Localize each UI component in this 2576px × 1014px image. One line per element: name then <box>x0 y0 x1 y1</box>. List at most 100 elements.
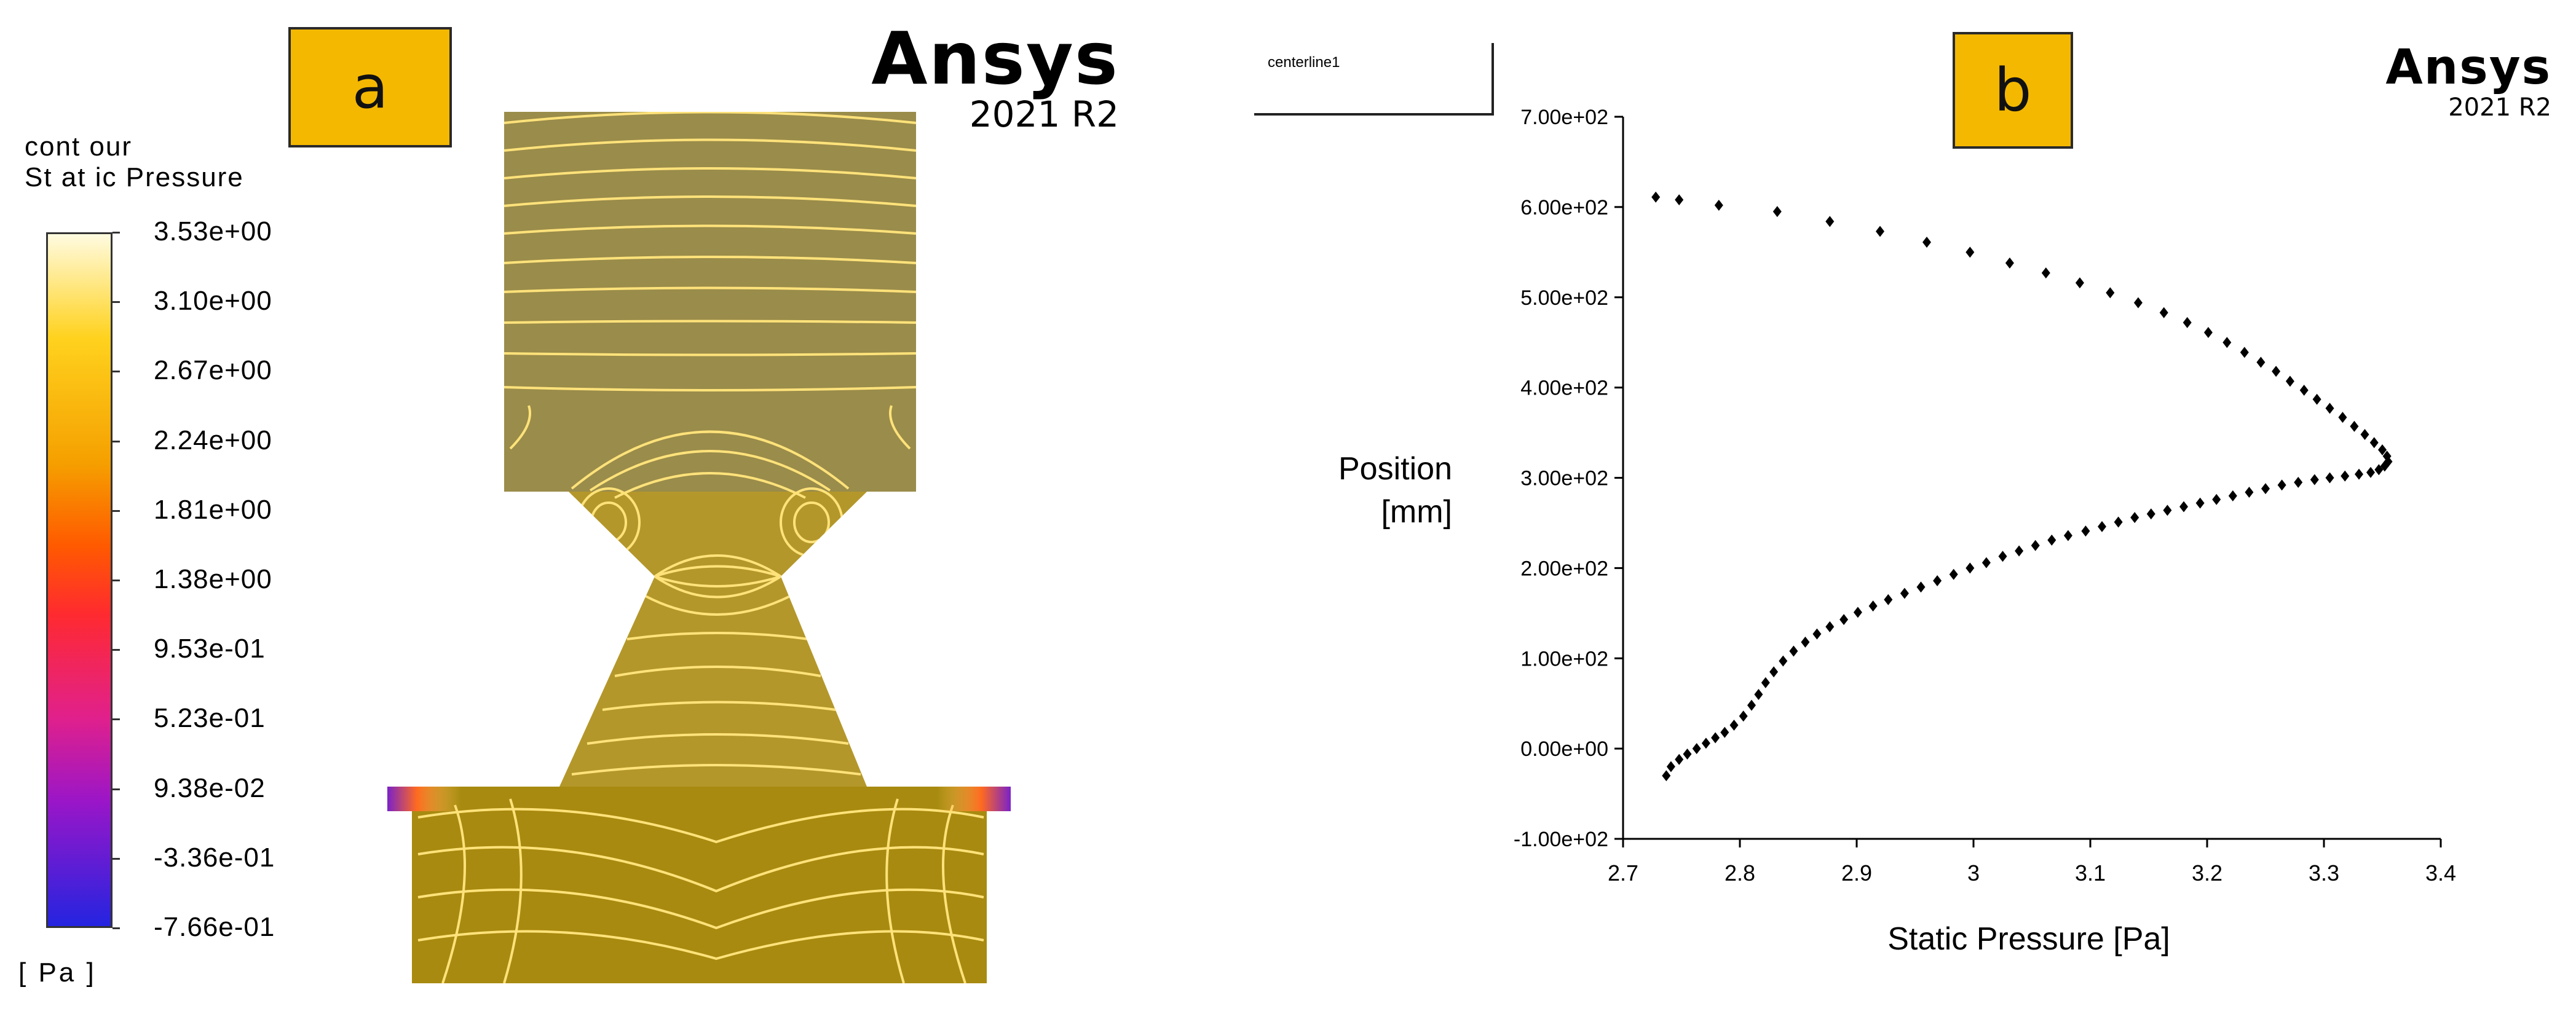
x-tick-label: 2.8 <box>1725 860 1755 886</box>
colorbar-tick-mark <box>113 440 120 442</box>
data-point <box>1729 719 1739 731</box>
data-point <box>1966 246 1975 258</box>
data-point <box>2015 545 2024 557</box>
data-point <box>1761 677 1770 688</box>
data-point <box>1933 575 1942 586</box>
data-point <box>2146 508 2155 520</box>
y-tick-label: 6.00e+02 <box>1520 196 1608 219</box>
panel-label-b: b <box>1953 32 2073 149</box>
data-point <box>2179 501 2188 513</box>
data-point <box>2325 472 2334 484</box>
data-point <box>1692 743 1701 755</box>
data-point <box>2325 403 2334 414</box>
brand-name-a: Ansys <box>871 16 1119 101</box>
data-point <box>2075 277 2084 289</box>
data-point <box>1711 732 1720 744</box>
panel-label-a: a <box>288 27 452 147</box>
data-point <box>2338 412 2347 423</box>
data-point <box>1839 614 1849 626</box>
colorbar-tick-mark <box>113 857 120 860</box>
x-tick-label: 3.4 <box>2425 860 2456 886</box>
data-point <box>2041 267 2050 279</box>
colorbar-tick-mark <box>113 788 120 790</box>
data-point <box>2098 521 2106 532</box>
data-point <box>2272 366 2281 377</box>
inlet-right-hotspot <box>937 787 1011 811</box>
data-point <box>2005 257 2014 269</box>
data-point <box>2256 356 2266 368</box>
y-axis-label-line2: [mm] <box>1381 494 1452 530</box>
colorbar-tick-label: 9.38e-02 <box>154 772 266 803</box>
data-point <box>1772 206 1782 218</box>
data-point <box>2294 476 2303 488</box>
inlet-left-hotspot <box>387 787 461 811</box>
data-point <box>1949 568 1958 580</box>
data-point <box>2203 327 2213 339</box>
y-tick-label: 5.00e+02 <box>1520 286 1608 310</box>
data-point <box>2106 287 2115 299</box>
x-axis-label: Static Pressure [Pa] <box>1887 921 2170 957</box>
data-point <box>1981 557 1991 568</box>
upper-chamber-fill <box>387 112 1011 498</box>
data-point <box>2341 470 2350 482</box>
x-tick-label: 3.1 <box>2075 860 2106 886</box>
data-point <box>1683 748 1692 760</box>
data-point <box>1922 237 1931 248</box>
colorbar-tick-label: 9.53e-01 <box>154 634 266 664</box>
data-point <box>2350 420 2359 432</box>
colorbar-tick-mark <box>113 649 120 651</box>
data-point <box>2081 525 2090 537</box>
colorbar-tick-label: 2.67e+00 <box>154 355 272 386</box>
data-point <box>2245 487 2254 498</box>
colorbar-title-line2: St at ic Pressure <box>25 162 244 192</box>
data-point <box>2195 497 2205 509</box>
colorbar-tick-label: 3.53e+00 <box>154 216 272 246</box>
y-tick-label: 1.00e+02 <box>1520 647 1608 670</box>
data-point <box>2163 505 2172 516</box>
data-point <box>1754 689 1763 700</box>
y-axis-label-line1: Position <box>1338 451 1452 487</box>
colorbar-tick-label: 5.23e-01 <box>154 703 266 734</box>
data-point <box>2261 483 2270 495</box>
data-point <box>1801 636 1810 648</box>
data-point <box>1812 628 1822 640</box>
contour-lines <box>417 112 984 983</box>
pressure-contour-plot <box>387 112 1011 983</box>
data-point <box>2130 512 2139 524</box>
data-point <box>2310 474 2319 485</box>
data-point <box>1675 753 1684 765</box>
data-point <box>1884 594 1893 605</box>
nozzle-fill <box>387 492 1011 787</box>
pressure-position-chart: -1.00e+02 0.00e+00 1.00e+02 2.00e+02 3.00e+0… <box>1338 106 2456 957</box>
data-point <box>2277 479 2286 491</box>
data-point <box>2369 437 2379 449</box>
y-tick-label: 2.00e+02 <box>1520 557 1608 580</box>
colorbar-tick-mark <box>113 927 120 929</box>
data-point <box>1779 655 1788 667</box>
colorbar-tick-label: 1.81e+00 <box>154 494 272 525</box>
colorbar-tick-label: -3.36e-01 <box>154 842 275 873</box>
data-point <box>1675 194 1684 206</box>
data-point <box>1868 600 1878 612</box>
brand-name-b: Ansys <box>2385 40 2551 95</box>
data-point <box>1720 726 1729 738</box>
y-tick-label: 3.00e+02 <box>1520 467 1608 490</box>
data-point <box>1853 607 1862 618</box>
colorbar-tick-mark <box>113 509 120 512</box>
x-tick-label: 3.2 <box>2192 860 2222 886</box>
y-tick-label: 7.00e+02 <box>1520 106 1608 129</box>
brand-logo-b: Ansys 2021 R2 <box>2275 42 2551 122</box>
x-tick-label: 3.3 <box>2309 860 2339 886</box>
data-point <box>1666 761 1675 772</box>
data-point <box>2378 444 2387 455</box>
colorbar-tick-label: 3.10e+00 <box>154 286 272 316</box>
data-point <box>1916 581 1926 593</box>
colorbar-tick-mark <box>113 301 120 304</box>
data-point <box>2240 347 2249 358</box>
data-point <box>2222 337 2232 348</box>
data-point <box>1876 226 1884 237</box>
data-point <box>2133 297 2143 309</box>
x-tick-label: 2.9 <box>1841 860 1872 886</box>
y-tick-label: 0.00e+00 <box>1520 737 1608 761</box>
data-point <box>1998 551 2007 562</box>
